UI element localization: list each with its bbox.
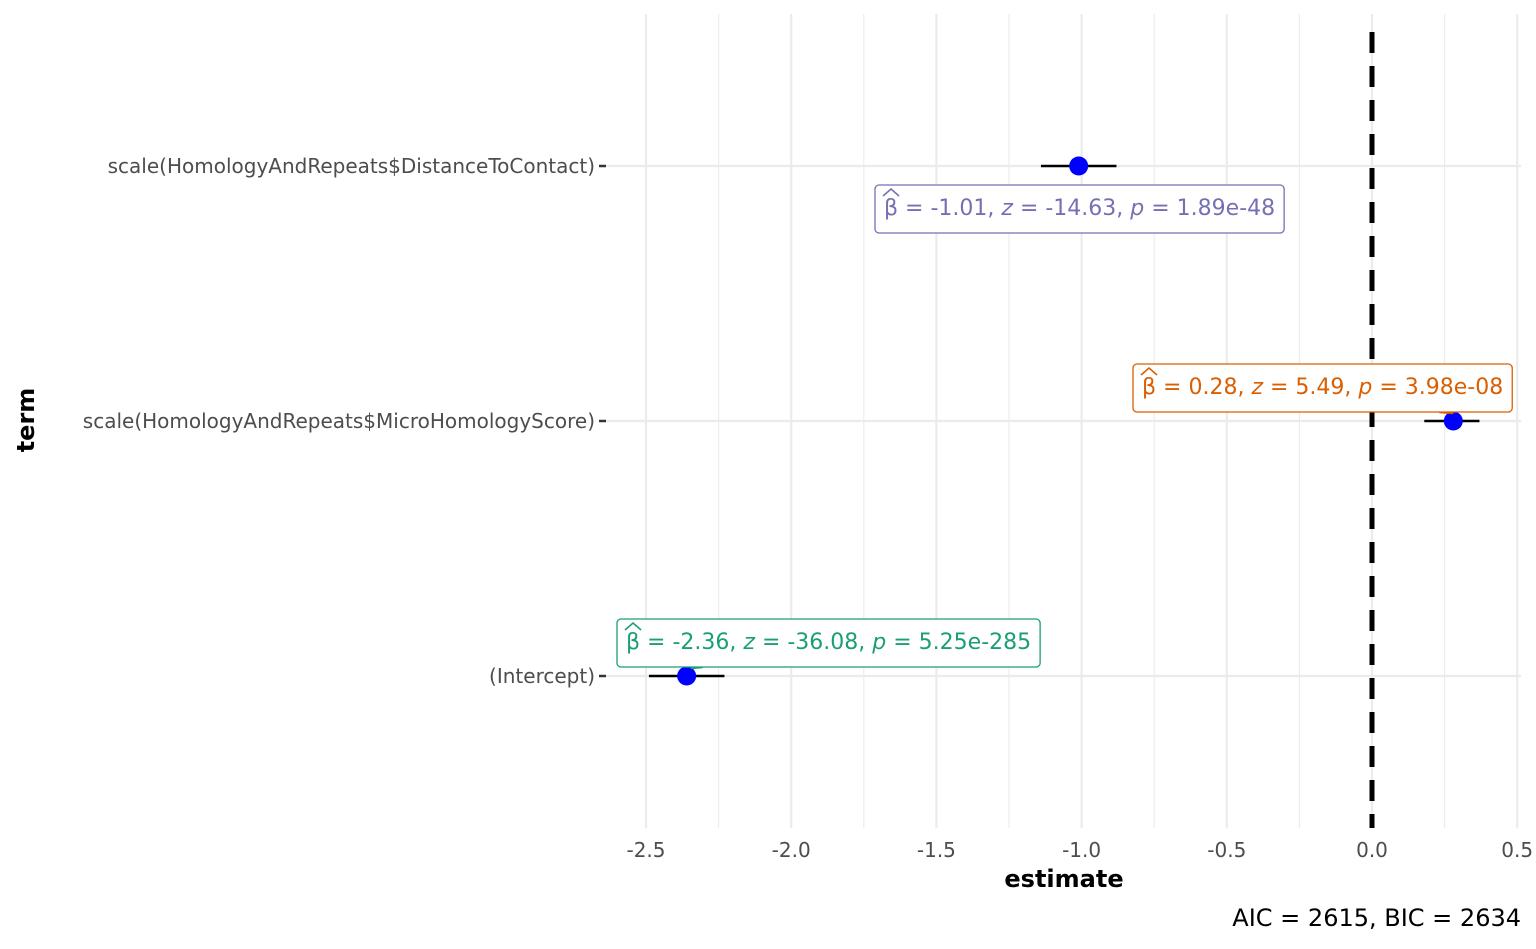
annotation-text: β = 0.28, z = 5.49, p = 3.98e-08 [1142, 375, 1503, 400]
x-tick-label: 0.0 [1356, 838, 1388, 862]
x-tick-label: -2.5 [626, 838, 665, 862]
y-tick-label: scale(HomologyAndRepeats$DistanceToConta… [108, 154, 595, 178]
annotation-label: β = -2.36, z = -36.08, p = 5.25e-285 [616, 618, 1041, 670]
x-tick-label: 0.5 [1501, 838, 1533, 862]
beta-hat-mark [624, 621, 642, 631]
y-tick-label: scale(HomologyAndRepeats$MicroHomologySc… [83, 409, 595, 433]
annotation-label: β = -1.01, z = -14.63, p = 1.89e-48 [874, 184, 1285, 234]
estimate-point [1069, 156, 1089, 176]
annotation-box [874, 184, 1285, 234]
x-axis-title: estimate [1004, 865, 1123, 893]
y-axis-ticks: scale(HomologyAndRepeats$DistanceToConta… [83, 154, 606, 688]
model-fit-caption: AIC = 2615, BIC = 2634 [1232, 904, 1521, 932]
estimate-points [677, 156, 1463, 686]
estimate-point [677, 666, 697, 686]
x-tick-label: -2.0 [772, 838, 811, 862]
x-axis-ticks: -2.5 -2.0 -1.5 -1.0 -0.5 0.0 0.5 [626, 838, 1533, 862]
annotation-text: β = -1.01, z = -14.63, p = 1.89e-48 [884, 196, 1275, 221]
major-gridlines [606, 14, 1521, 828]
x-tick-label: -1.0 [1062, 838, 1101, 862]
y-tick-label: (Intercept) [489, 664, 595, 688]
beta-hat-mark [882, 187, 900, 197]
annotation-box [1132, 363, 1513, 413]
y-axis-title: term [12, 388, 40, 453]
annotation-label: β = 0.28, z = 5.49, p = 3.98e-08 [1132, 363, 1513, 415]
estimate-point [1443, 411, 1463, 431]
annotation-box [616, 618, 1041, 668]
annotation-labels: β = -1.01, z = -14.63, p = 1.89e-48 β = 0… [616, 184, 1513, 670]
x-tick-label: -0.5 [1207, 838, 1246, 862]
annotation-text: β = -2.36, z = -36.08, p = 5.25e-285 [626, 630, 1031, 655]
beta-hat-mark [1140, 366, 1158, 376]
x-tick-label: -1.5 [917, 838, 956, 862]
